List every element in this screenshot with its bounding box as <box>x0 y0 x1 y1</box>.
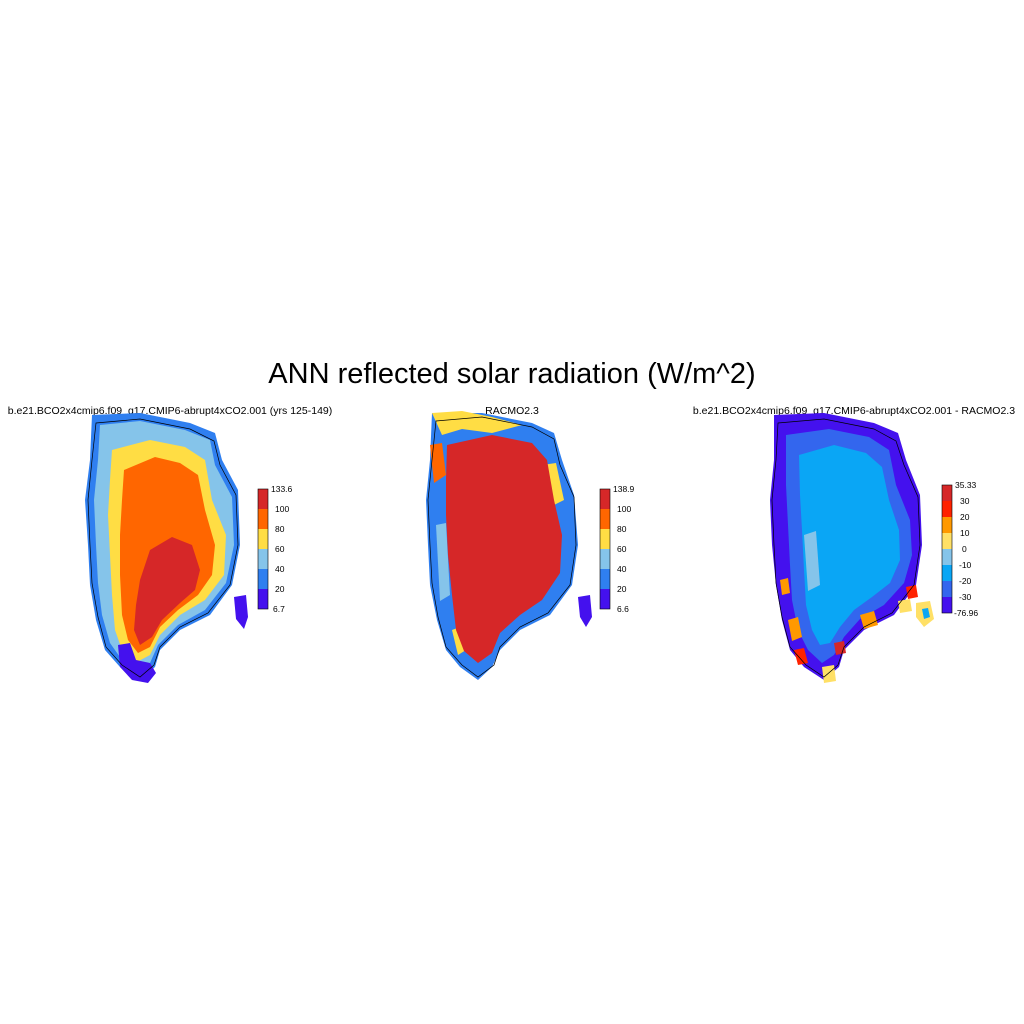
colorbar-racmo-label: 20 <box>617 584 627 594</box>
colorbar-difference-swatch <box>942 565 952 581</box>
colorbar-racmo-swatch <box>600 509 610 529</box>
colorbar-difference-label: -76.96 <box>954 608 978 618</box>
colorbar-racmo-label: 40 <box>617 564 627 574</box>
colorbar-model-label: 133.6 <box>271 484 293 494</box>
colorbar-difference-label: 35.33 <box>955 480 977 490</box>
map-panel-racmo: RACMO2.3 138.9 100 80 60 4 <box>342 405 682 695</box>
colorbar-racmo-label: 100 <box>617 504 631 514</box>
colorbar-model: 133.6 100 80 60 40 20 6.7 <box>257 484 293 614</box>
colorbar-racmo-swatch <box>600 549 610 569</box>
colorbar-model-swatch <box>258 509 268 529</box>
colorbar-racmo-swatch <box>600 489 610 509</box>
colorbar-racmo-swatch <box>600 589 610 609</box>
panel-title-racmo: RACMO2.3 <box>485 405 539 417</box>
colorbar-difference-swatch <box>942 517 952 533</box>
colorbar-difference-swatch <box>942 501 952 517</box>
colorbar-racmo-label: 6.6 <box>617 604 629 614</box>
colorbar-model-label: 20 <box>275 584 285 594</box>
colorbar-model-label: 6.7 <box>273 604 285 614</box>
greenland-ice-field-difference <box>770 413 934 683</box>
map-panel-difference: b.e21.BCO2x4cmip6.f09_g17.CMIP6-abrupt4x… <box>684 405 1024 695</box>
colorbar-racmo: 138.9 100 80 60 40 20 6.6 <box>599 484 635 614</box>
colorbar-model-swatch <box>258 549 268 569</box>
colorbar-model-swatch <box>258 489 268 509</box>
colorbar-model-label: 40 <box>275 564 285 574</box>
colorbar-difference-swatch <box>942 533 952 549</box>
colorbar-difference-label: 20 <box>960 512 970 522</box>
colorbar-racmo-swatch <box>600 569 610 589</box>
colorbar-difference-label: -20 <box>959 576 972 586</box>
map-panel-model: b.e21.BCO2x4cmip6.f09_g17.CMIP6-abrupt4x… <box>0 405 340 695</box>
colorbar-racmo-label: 138.9 <box>613 484 635 494</box>
colorbar-difference: 35.33 30 20 10 0 -10 -20 -30 -76.96 <box>941 480 978 618</box>
colorbar-difference-swatch <box>942 581 952 597</box>
greenland-ice-field-model <box>85 413 248 683</box>
colorbar-racmo-label: 80 <box>617 524 627 534</box>
colorbar-difference-label: 10 <box>960 528 970 538</box>
colorbar-difference-swatch <box>942 549 952 565</box>
colorbar-model-label: 60 <box>275 544 285 554</box>
colorbar-difference-label: -10 <box>959 560 972 570</box>
colorbar-difference-label: 30 <box>960 496 970 506</box>
colorbar-model-swatch <box>258 589 268 609</box>
colorbar-model-swatch <box>258 569 268 589</box>
colorbar-difference-label: 0 <box>962 544 967 554</box>
greenland-map-difference: 35.33 30 20 10 0 -10 -20 -30 -76.96 <box>770 413 978 683</box>
panel-title-difference: b.e21.BCO2x4cmip6.f09_g17.CMIP6-abrupt4x… <box>692 405 1016 417</box>
colorbar-difference-swatch <box>942 485 952 501</box>
colorbar-model-swatch <box>258 529 268 549</box>
greenland-map-racmo: 138.9 100 80 60 40 20 6.6 <box>426 411 635 680</box>
colorbar-difference-swatch <box>942 597 952 613</box>
colorbar-difference-label: -30 <box>959 592 972 602</box>
colorbar-model-label: 80 <box>275 524 285 534</box>
colorbar-racmo-label: 60 <box>617 544 627 554</box>
greenland-ice-field-racmo <box>426 411 592 680</box>
figure-title: ANN reflected solar radiation (W/m^2) <box>268 358 756 390</box>
colorbar-model-label: 100 <box>275 504 289 514</box>
colorbar-racmo-swatch <box>600 529 610 549</box>
panel-title-model: b.e21.BCO2x4cmip6.f09_g17.CMIP6-abrupt4x… <box>7 405 333 417</box>
greenland-map-model: 133.6 100 80 60 40 20 6.7 <box>85 413 293 683</box>
